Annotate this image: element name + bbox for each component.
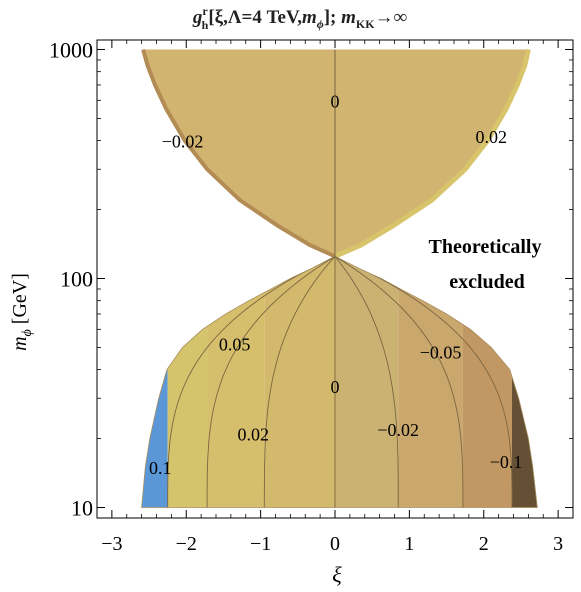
contour-label: 0.02 xyxy=(475,127,507,147)
excluded-label-line-2: excluded xyxy=(449,271,525,293)
title-m: m xyxy=(302,7,317,28)
title-phi: ϕ xyxy=(317,17,324,31)
x-tick-label: 3 xyxy=(553,533,563,555)
upper-left-edge xyxy=(141,48,336,259)
contour-band xyxy=(335,256,399,508)
contour-label: −0.1 xyxy=(490,452,523,472)
contour-label: −0.02 xyxy=(162,132,204,152)
contour-band xyxy=(141,256,168,508)
upper-right-edge xyxy=(334,48,531,259)
contour-labels: 0 −0.02 0.02 0.05 −0.05 0 0.02 −0.02 0.1 −0.1 xyxy=(149,91,522,478)
svg-text:grh[ξ,Λ=4 TeV,mϕ]; mKK→∞: gr h[ξ,Λ=4 TeV,mϕ]; mKK→∞ xyxy=(192,4,407,32)
excluded-region-label: Theoretically excluded xyxy=(429,236,542,293)
contour-line xyxy=(167,256,336,508)
ylabel-unit: [GeV] xyxy=(9,273,31,329)
title-end: ]; xyxy=(324,7,341,28)
x-tick-label: −3 xyxy=(101,533,122,555)
contour-band xyxy=(264,256,335,508)
title-kk: KK xyxy=(356,17,375,31)
contour-line xyxy=(263,256,336,508)
title-mid: [ξ,Λ=4 TeV, xyxy=(208,7,302,28)
contour-line xyxy=(206,256,336,508)
contour-label: −0.02 xyxy=(377,420,419,440)
y-tick-label: 100 xyxy=(60,267,93,292)
title-sup: r xyxy=(202,4,208,18)
upper-region-fill xyxy=(143,49,529,257)
contour-label: 0.05 xyxy=(219,335,251,355)
x-axis-label: ξ xyxy=(332,562,342,587)
svg-text:mϕ [GeV]: mϕ [GeV] xyxy=(9,273,35,351)
contour-label: 0 xyxy=(331,91,340,111)
title-m2: m xyxy=(341,7,356,28)
upper-allowed-region xyxy=(141,48,531,259)
y-tick-label: 1000 xyxy=(49,37,93,62)
title-g: g xyxy=(192,7,203,28)
x-tick-label: 0 xyxy=(330,533,340,555)
ylabel-sub: ϕ xyxy=(20,329,35,336)
contour-label: 0.1 xyxy=(149,458,172,478)
contour-line xyxy=(334,256,399,508)
chart-title: gr h[ξ,Λ=4 TeV,mϕ]; mKK→∞ xyxy=(192,4,407,32)
x-tick-label: −1 xyxy=(250,533,271,555)
title-arrow: →∞ xyxy=(375,7,408,28)
y-tick-label: 10 xyxy=(71,496,93,521)
y-axis-ticks: 10 100 1000 xyxy=(49,37,573,521)
title-sub: h xyxy=(202,18,209,32)
contour-line xyxy=(334,256,464,508)
contour-label: 0.02 xyxy=(237,425,269,445)
x-tick-label: 2 xyxy=(479,533,489,555)
excluded-label-line-1: Theoretically xyxy=(429,236,542,258)
contour-lines xyxy=(167,49,513,508)
y-axis-label: mϕ [GeV] xyxy=(9,273,35,351)
x-tick-label: 1 xyxy=(404,533,414,555)
contour-line xyxy=(334,256,513,508)
x-axis-ticks: −3 −2 −1 0 1 2 3 xyxy=(96,40,574,555)
x-tick-label: −2 xyxy=(176,533,197,555)
contour-label: 0 xyxy=(331,377,340,397)
contour-label: −0.05 xyxy=(420,343,462,363)
ylabel-m: m xyxy=(9,336,31,350)
